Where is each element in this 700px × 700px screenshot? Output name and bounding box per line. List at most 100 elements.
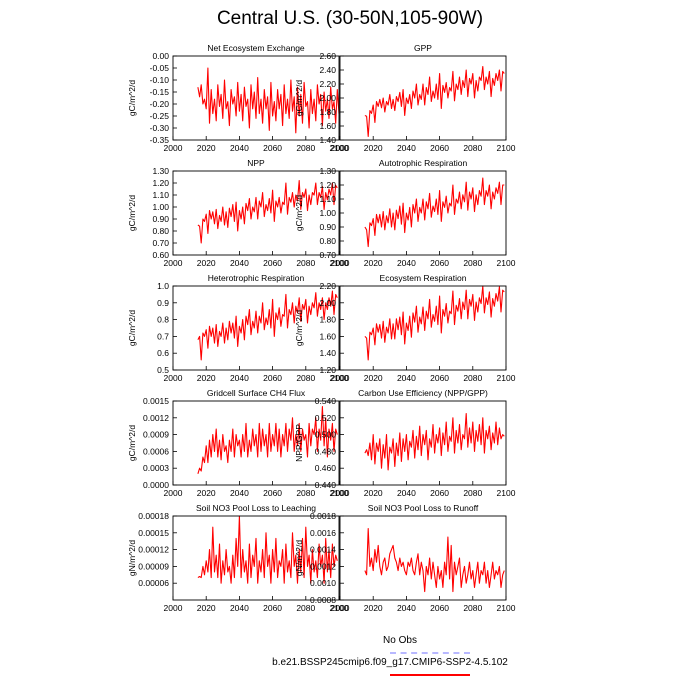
y-tick-label: -0.15 [150,87,170,97]
y-tick-label: 2.00 [319,93,336,103]
x-tick-label: 2000 [164,373,183,383]
y-tick-label: 1.10 [319,194,336,204]
x-tick-label: 2020 [364,373,383,383]
y-tick-label: 0.7 [157,331,169,341]
x-tick-label: 2000 [331,143,350,153]
x-tick-label: 2020 [197,143,216,153]
x-tick-label: 2060 [263,603,282,613]
x-tick-label: 2060 [430,603,449,613]
y-axis-label: gN/m^2/d [294,540,304,576]
x-tick-label: 2000 [164,143,183,153]
y-tick-label: -0.30 [150,123,170,133]
y-tick-label: 1.30 [152,166,169,176]
x-tick-label: 2040 [230,603,249,613]
y-tick-label: 0.70 [319,250,336,260]
y-axis-label: NPP/GPP [294,424,304,462]
y-tick-label: 2.00 [319,298,336,308]
x-tick-label: 2100 [330,258,349,268]
y-tick-label: 1.00 [152,202,169,212]
x-tick-label: 2040 [230,373,249,383]
plot-frame [339,170,507,256]
y-tick-label: 1.10 [152,190,169,200]
series-line [197,67,340,134]
series-line [364,177,505,248]
panel-title: Soil NO3 Pool Loss to Leaching [196,503,316,513]
x-tick-label: 2100 [330,143,349,153]
y-tick-label: 1.00 [319,208,336,218]
chart-panel: Ecosystem Respiration 2000 2020 2040 2060 208… [294,273,516,383]
plot-frame [339,55,507,141]
y-tick-label: 0.540 [315,396,337,406]
x-tick-label: 2040 [397,603,416,613]
x-tick-label: 2100 [330,603,349,613]
x-tick-label: 2080 [463,488,482,498]
x-tick-label: 2060 [263,143,282,153]
y-tick-label: 1.40 [319,348,336,358]
x-tick-label: 2000 [164,603,183,613]
y-tick-label: 0.520 [315,413,337,423]
y-axis-label: gN/m^2/d [127,540,137,576]
y-tick-label: 1.0 [157,281,169,291]
x-tick-label: 2020 [364,143,383,153]
series-line [364,65,505,138]
x-tick-label: 2040 [397,488,416,498]
y-axis-label: gC/m^2/d [294,80,304,116]
chart-panel: Net Ecosystem Exchange 2000 2020 2040 2060 20… [127,43,349,153]
plot-frame [172,515,340,601]
x-tick-label: 2020 [364,603,383,613]
panel-title: Carbon Use Efficiency (NPP/GPP) [358,388,488,398]
y-tick-label: 0.440 [315,480,337,490]
y-tick-label: 1.60 [319,121,336,131]
y-tick-label: 0.8 [157,315,169,325]
y-tick-label: 0.00009 [138,561,169,571]
x-tick-label: 2100 [330,488,349,498]
plot-frame [339,285,507,371]
y-tick-label: 0.0003 [143,463,169,473]
y-tick-label: 2.40 [319,65,336,75]
y-tick-label: 0.00015 [138,528,169,538]
chart-panel: NPP 2000 2020 2040 2060 2080 2100 1.30 1.20 1.10 1… [127,158,349,268]
x-tick-label: 2060 [430,373,449,383]
chart-panel: Autotrophic Respiration 2000 2020 2040 2060 2… [294,158,516,268]
x-tick-label: 2000 [331,603,350,613]
panel-title: Heterotrophic Respiration [208,273,305,283]
x-tick-label: 2040 [397,143,416,153]
y-tick-label: 0.00012 [138,545,169,555]
plot-frame [172,170,340,256]
y-tick-label: 1.80 [319,315,336,325]
x-tick-label: 2000 [164,488,183,498]
y-tick-label: 0.0009 [143,430,169,440]
x-tick-label: 2080 [463,603,482,613]
panel-title: GPP [414,43,432,53]
y-tick-label: 1.30 [319,166,336,176]
x-tick-label: 2080 [463,373,482,383]
chart-panel: Heterotrophic Respiration 2000 2020 2040 206… [127,273,349,383]
series-line [197,180,338,244]
y-tick-label: -0.20 [150,99,170,109]
x-tick-label: 2040 [230,143,249,153]
y-tick-label: -0.05 [150,63,170,73]
y-tick-label: 0.0010 [310,578,336,588]
y-tick-label: 0.90 [152,214,169,224]
y-tick-label: 0.0015 [143,396,169,406]
y-tick-label: 1.20 [152,178,169,188]
panel-title: NPP [247,158,265,168]
y-tick-label: 2.60 [319,51,336,61]
x-tick-label: 2060 [430,488,449,498]
y-tick-label: 0.0016 [310,528,336,538]
y-tick-label: 0.90 [319,222,336,232]
y-tick-label: 1.60 [319,331,336,341]
y-tick-label: 0.9 [157,298,169,308]
y-tick-label: 0.0014 [310,545,336,555]
x-tick-label: 2000 [331,488,350,498]
y-tick-label: 2.20 [319,79,336,89]
plot-frame [172,285,340,371]
y-axis-label: gC/m^2/d [127,310,137,346]
x-tick-label: 2020 [197,603,216,613]
y-tick-label: 0.0008 [310,595,336,605]
series-line [364,413,505,471]
panel-title: Ecosystem Respiration [380,273,467,283]
x-tick-label: 2080 [296,143,315,153]
chart-panel: GPP 2000 2020 2040 2060 2080 2100 2.60 2.40 2.20 2… [294,43,516,153]
x-tick-label: 2020 [364,488,383,498]
